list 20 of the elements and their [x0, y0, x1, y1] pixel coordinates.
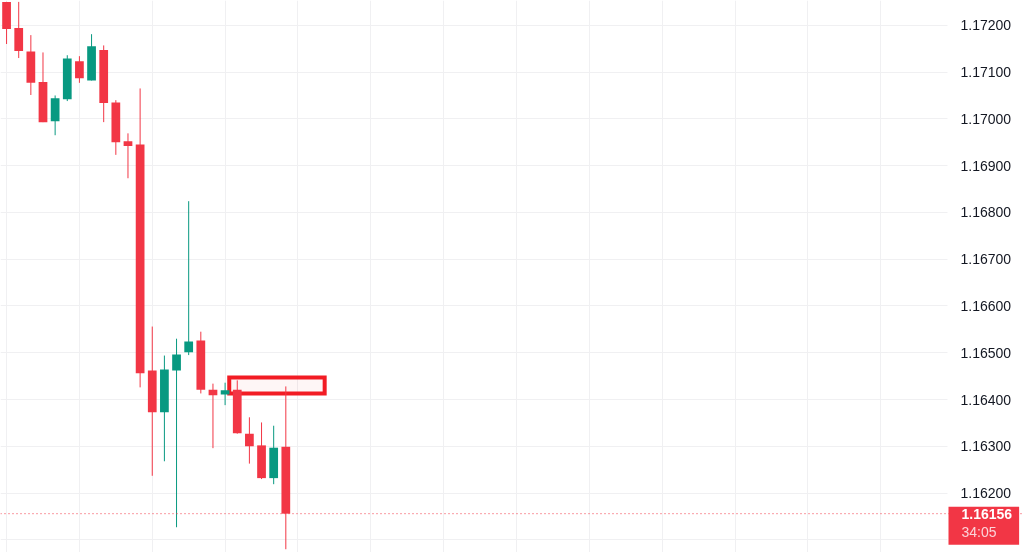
text: 34:05 — [961, 523, 997, 540]
candlestick — [75, 55, 84, 84]
y-tick-label: 1.16600 — [960, 297, 1012, 314]
y-tick-label: 1.16700 — [960, 251, 1012, 268]
candlestick — [14, 1, 24, 59]
candlestick — [123, 132, 133, 179]
candlestick — [50, 94, 60, 136]
candlestick — [172, 338, 181, 528]
ref-line-label: 1.16156 — [961, 505, 1013, 522]
y-tick-label: 1.16300 — [960, 438, 1012, 455]
y-tick-label: 1.16900 — [960, 157, 1012, 174]
y-tick-label: 1.16800 — [960, 204, 1012, 221]
y-tick-label: 1.17200 — [960, 17, 1012, 34]
candlestick — [184, 200, 194, 356]
y-tick-label: 1.17000 — [960, 110, 1012, 127]
y-tick-label: 1.16400 — [960, 391, 1012, 408]
candlestick — [245, 416, 254, 465]
y-tick-label: 1.16500 — [960, 344, 1012, 361]
y-tick-label: 1.17100 — [960, 64, 1012, 81]
y-tick-label: 1.16200 — [960, 485, 1012, 502]
